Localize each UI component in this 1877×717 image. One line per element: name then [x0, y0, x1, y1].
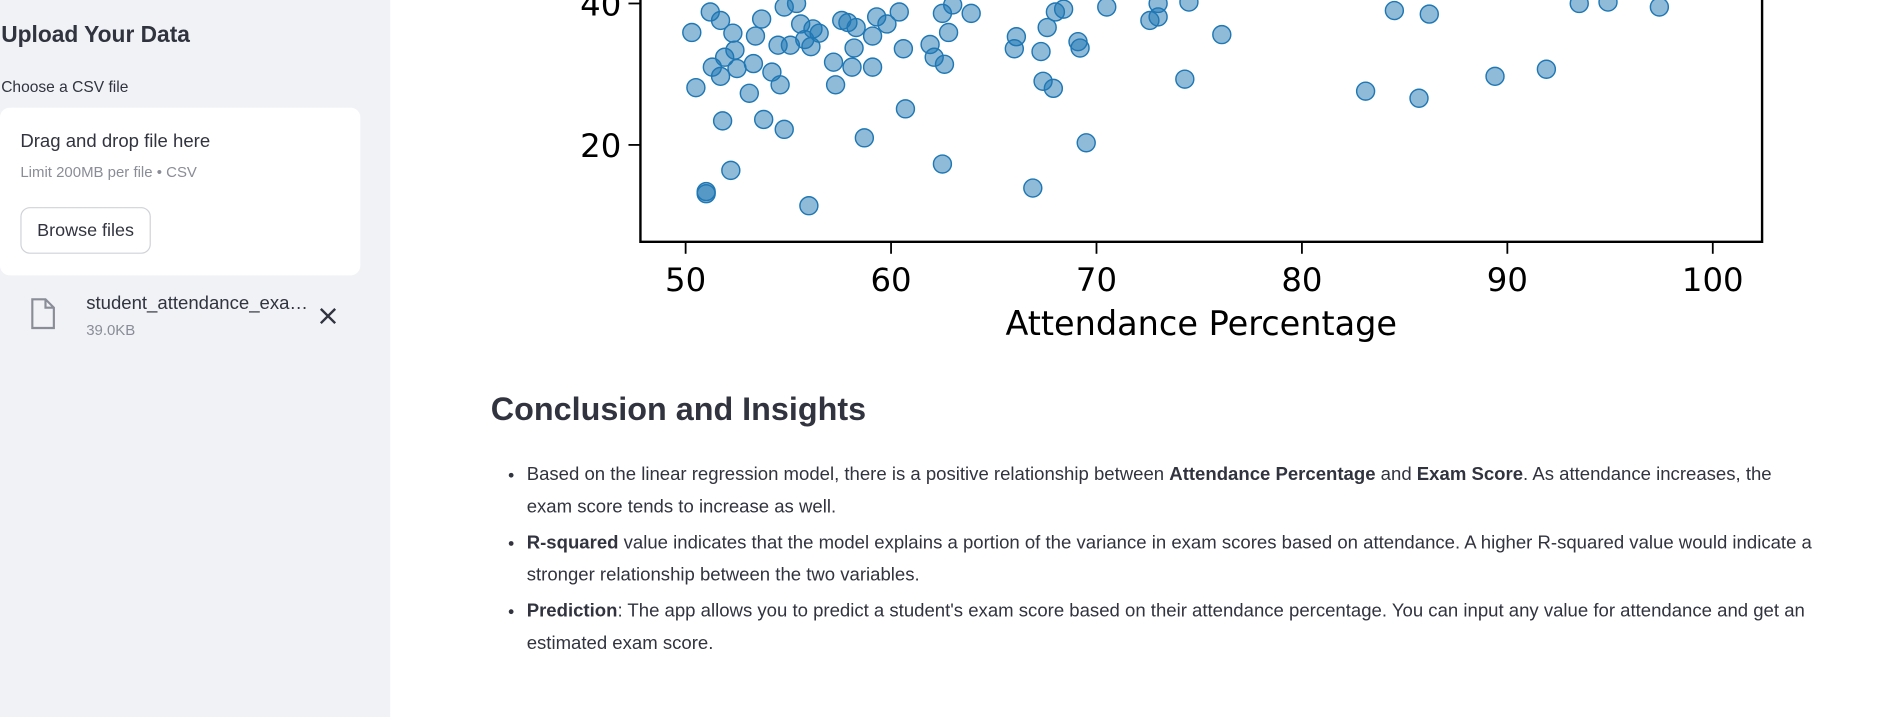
point: [1097, 0, 1117, 17]
point: [774, 119, 794, 140]
sidebar-title: Upload Your Data: [1, 22, 190, 48]
point: [1043, 78, 1064, 99]
insight: Based on the linear regression model, th…: [527, 458, 1820, 523]
y-tick-label: 40: [580, 0, 621, 23]
x-tick-label: 60: [870, 261, 911, 299]
dropzone-hint: Limit 200MB per file • CSV: [20, 163, 197, 181]
text: and: [1375, 464, 1417, 485]
point: [786, 0, 807, 14]
point: [1006, 27, 1027, 47]
point: [1355, 81, 1376, 101]
file-size: 39.0KB: [86, 322, 136, 339]
point: [1536, 59, 1557, 79]
bold-text: R-squared: [526, 532, 619, 554]
point: [1023, 178, 1043, 198]
file-name: student_attendance_exa…: [86, 293, 308, 314]
point: [862, 26, 883, 46]
point: [809, 23, 829, 43]
x-tick-label: 80: [1281, 261, 1322, 299]
point: [893, 39, 914, 59]
x-tick-label: 50: [665, 261, 706, 299]
point: [710, 66, 731, 87]
axes-frame: [639, 0, 1764, 244]
point: [1649, 0, 1670, 17]
point: [1175, 69, 1195, 89]
point: [1053, 0, 1074, 19]
point: [1212, 24, 1232, 45]
point: [753, 109, 774, 130]
point: [862, 57, 883, 77]
point: [1485, 66, 1505, 87]
point: [889, 2, 909, 22]
bold-text: Exam Score: [1416, 464, 1524, 485]
point: [846, 17, 866, 38]
uploader-label: Choose a CSV file: [1, 77, 129, 96]
point: [961, 3, 981, 24]
point: [712, 111, 733, 131]
text: Based on the linear regression model, th…: [526, 464, 1170, 485]
point: [721, 160, 741, 181]
point: [825, 75, 846, 95]
point: [1076, 133, 1096, 153]
point: [723, 23, 743, 43]
section-heading: Conclusion and Insights: [490, 391, 867, 428]
text: : The app allows you to predict a studen…: [526, 600, 1805, 654]
insight: R-squared value indicates that the model…: [527, 527, 1820, 592]
bold-text: Prediction: [526, 600, 618, 622]
x-tick-label: 100: [1682, 261, 1744, 299]
point: [1569, 0, 1589, 14]
point: [1419, 4, 1439, 24]
point: [1598, 0, 1618, 12]
insights-list: Based on the linear regression model, th…: [491, 458, 1820, 663]
point: [710, 10, 731, 31]
y-tick-label: 20: [580, 127, 621, 165]
x-axis-label: Attendance Percentage: [1005, 304, 1397, 343]
point: [1070, 38, 1090, 58]
x-tick-label: 70: [1076, 261, 1117, 299]
x-tick-label: 90: [1487, 261, 1528, 299]
point: [1031, 41, 1051, 62]
point: [751, 9, 772, 29]
sidebar: Upload Your Data Choose a CSV file Drag …: [0, 0, 391, 717]
point: [938, 22, 959, 43]
main: 20 40 50 60 70 80 90 100 Attendance Percentage C…: [390, 0, 1877, 717]
file-icon: [31, 298, 55, 330]
point: [895, 99, 916, 119]
point: [739, 83, 760, 103]
dropzone-title: Drag and drop file here: [20, 131, 211, 153]
point: [823, 52, 844, 72]
point: [1179, 0, 1199, 12]
browse-button[interactable]: Browse files: [20, 207, 151, 254]
insight: Prediction: The app allows you to predic…: [527, 595, 1820, 660]
chart: 20 40 50 60 70 80 90 100 Attendance Percentage: [580, 0, 1764, 343]
point: [1148, 0, 1168, 14]
point: [682, 22, 702, 43]
text: . As attendance increases, the exam scor…: [526, 464, 1772, 518]
point: [743, 53, 764, 74]
point: [842, 57, 862, 77]
point: [727, 58, 747, 79]
bold-text: Attendance Percentage: [1169, 464, 1376, 485]
point: [932, 154, 953, 174]
point: [1384, 0, 1405, 21]
point: [934, 54, 955, 74]
point: [696, 184, 716, 204]
point: [770, 75, 790, 95]
point: [1409, 88, 1429, 108]
text: value indicates that the model explains …: [526, 532, 1812, 586]
point: [877, 14, 897, 34]
point: [745, 26, 766, 46]
point: [844, 38, 864, 58]
point: [799, 196, 819, 216]
point: [942, 0, 963, 15]
point: [686, 77, 706, 98]
remove-file[interactable]: [318, 306, 337, 325]
point: [1037, 17, 1057, 38]
point: [725, 40, 745, 60]
point: [854, 128, 875, 148]
